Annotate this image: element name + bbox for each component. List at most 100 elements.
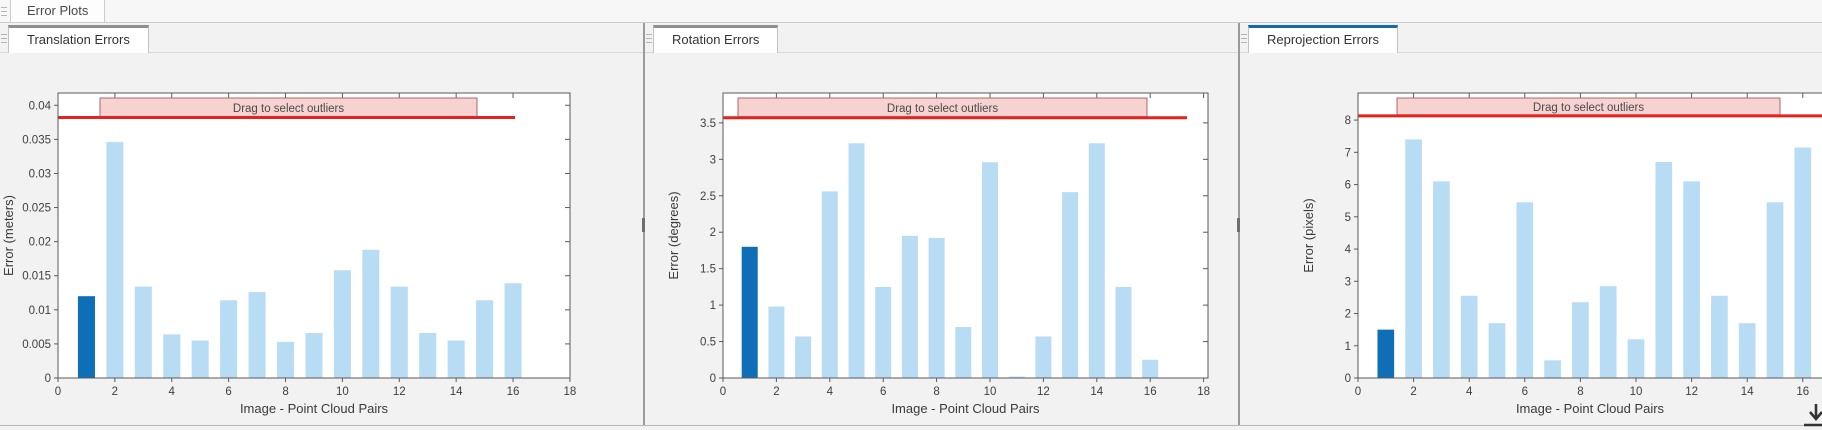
bar-14[interactable] (447, 340, 465, 379)
bar-7[interactable] (1544, 360, 1561, 378)
bar-9[interactable] (305, 333, 323, 378)
y-tick-label: 0.025 (22, 203, 51, 215)
bar-2[interactable] (768, 306, 785, 378)
bar-5[interactable] (191, 340, 209, 379)
x-tick-label: 2 (773, 386, 779, 398)
translation-errors-chart: Drag to select outliers 0 2 4 6 8 10 12 14 16 18 0 0… (1, 92, 576, 416)
bar-5[interactable] (848, 143, 865, 378)
bar-10[interactable] (1627, 339, 1645, 378)
y-axis-label: Error (pixels) (1301, 198, 1316, 272)
bar-15[interactable] (1115, 286, 1132, 378)
grip-icon[interactable] (1, 7, 7, 16)
x-tick-label: 16 (507, 386, 520, 398)
grip-icon[interactable] (1241, 34, 1247, 43)
y-tick-label: 0.02 (29, 237, 51, 249)
x-tick-label: 12 (1037, 386, 1050, 398)
bar-13[interactable] (419, 333, 437, 378)
y-tick-label: 6 (1345, 180, 1351, 192)
bar-1[interactable] (741, 246, 758, 378)
bar-2[interactable] (106, 142, 124, 378)
bar-10[interactable] (333, 270, 351, 378)
bar-12[interactable] (1683, 181, 1700, 378)
bar-10[interactable] (981, 162, 999, 378)
bar-4[interactable] (821, 191, 838, 378)
bar-5[interactable] (1488, 323, 1506, 378)
bar-14[interactable] (1088, 143, 1105, 378)
bar-12[interactable] (390, 286, 408, 378)
bar-3[interactable] (795, 336, 812, 378)
y-tick-label: 0.015 (22, 271, 51, 283)
x-tick-label: 8 (933, 386, 939, 398)
bar-16[interactable] (504, 283, 522, 378)
bar-15[interactable] (1766, 202, 1784, 378)
window-bottom-edge (0, 425, 1822, 426)
x-tick-label: 2 (112, 386, 118, 398)
bar-8[interactable] (1572, 302, 1589, 378)
x-tick-label: 8 (1577, 386, 1583, 398)
x-tick-label: 10 (1630, 386, 1643, 398)
band-label: Drag to select outliers (887, 103, 998, 115)
panel-translation-errors: Translation Errors Drag to select outlie… (0, 23, 643, 430)
x-axis-label: Image - Point Cloud Pairs (240, 401, 389, 416)
tab-rotation-errors[interactable]: Rotation Errors (653, 25, 779, 53)
bar-13[interactable] (1062, 192, 1079, 378)
bar-8[interactable] (276, 341, 295, 378)
bar-7[interactable] (248, 292, 266, 378)
bar-6[interactable] (220, 300, 238, 378)
x-tick-label: 6 (1522, 386, 1528, 398)
splitter-handle-icon[interactable] (1237, 218, 1241, 232)
bar-1[interactable] (77, 296, 95, 378)
bar-7[interactable] (901, 235, 918, 378)
bar-16[interactable] (1794, 147, 1812, 378)
bar-2[interactable] (1405, 139, 1422, 378)
y-tick-label: 3.5 (700, 118, 716, 130)
bar-9[interactable] (1599, 286, 1617, 378)
bar-1[interactable] (1377, 329, 1395, 378)
x-axis-label: Image - Point Cloud Pairs (891, 401, 1040, 416)
x-tick-label: 6 (880, 386, 886, 398)
bar-4[interactable] (163, 334, 181, 378)
document-tabstrip: Error Plots (0, 0, 1822, 23)
y-tick-label: 0.04 (29, 100, 52, 112)
panel-splitter[interactable] (642, 23, 646, 426)
y-tick-label: 0 (1345, 373, 1351, 385)
y-tick-label: 0 (45, 373, 51, 385)
x-tick-label: 4 (1466, 386, 1473, 398)
bar-11[interactable] (1655, 161, 1673, 378)
bar-13[interactable] (1711, 295, 1728, 378)
bar-8[interactable] (928, 238, 945, 378)
y-tick-label: 2 (1345, 309, 1351, 321)
bar-16[interactable] (1142, 359, 1159, 378)
x-tick-label: 12 (393, 386, 406, 398)
tab-error-plots-label: Error Plots (27, 3, 89, 18)
x-tick-label: 10 (984, 386, 997, 398)
panel-splitter[interactable] (1237, 23, 1241, 426)
bar-11[interactable] (362, 249, 380, 378)
bar-3[interactable] (134, 286, 152, 378)
splitter-handle-icon[interactable] (642, 218, 646, 232)
tab-reprojection-errors[interactable]: Reprojection Errors (1248, 25, 1398, 53)
tab-reprojection-errors-label: Reprojection Errors (1267, 32, 1379, 47)
bar-14[interactable] (1738, 323, 1756, 378)
tab-translation-errors[interactable]: Translation Errors (8, 25, 149, 53)
tab-error-plots[interactable]: Error Plots (10, 0, 106, 22)
bar-11[interactable] (1008, 376, 1025, 378)
bar-12[interactable] (1035, 336, 1052, 378)
x-tick-label: 18 (1197, 386, 1210, 398)
grip-icon[interactable] (1, 34, 7, 43)
grip-icon[interactable] (646, 34, 652, 43)
bar-3[interactable] (1433, 181, 1450, 378)
x-tick-label: 8 (282, 386, 288, 398)
bar-4[interactable] (1460, 295, 1478, 378)
bar-15[interactable] (476, 300, 494, 378)
export-figure-icon[interactable] (1801, 401, 1822, 429)
bar-6[interactable] (875, 286, 892, 378)
rotation-tabstrip: Rotation Errors (645, 23, 1238, 53)
band-label: Drag to select outliers (233, 103, 344, 115)
x-tick-label: 0 (1355, 386, 1361, 398)
bar-6[interactable] (1516, 202, 1534, 378)
x-tick-label: 4 (169, 386, 176, 398)
bar-9[interactable] (955, 326, 972, 378)
